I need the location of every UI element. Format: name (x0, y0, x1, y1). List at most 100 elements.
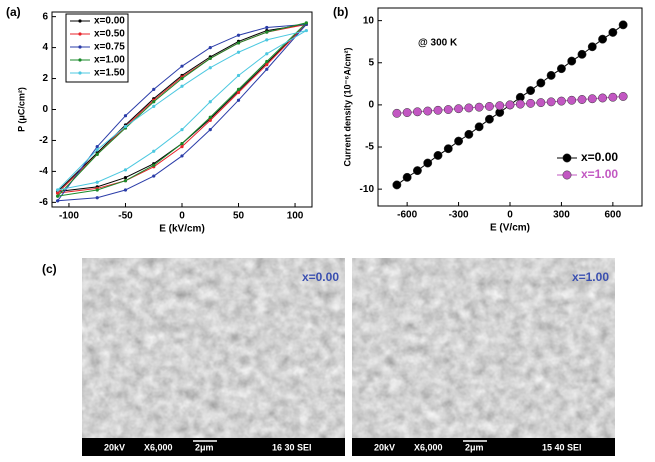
sem-image (82, 258, 345, 456)
data-point (304, 28, 308, 33)
data-point (567, 95, 577, 105)
data-point (208, 56, 212, 61)
data-point (236, 73, 241, 78)
data-point (180, 64, 184, 68)
data-point (587, 94, 597, 104)
data-point (95, 180, 99, 184)
data-point (598, 93, 608, 103)
data-point (423, 158, 433, 168)
legend-marker (78, 45, 82, 49)
data-point (402, 108, 412, 118)
data-point (526, 98, 536, 108)
data-point (443, 105, 453, 114)
x-tick-label: 100 (287, 211, 304, 222)
y-tick-label: 2 (42, 73, 48, 84)
sem-image (352, 258, 615, 456)
data-point (152, 163, 156, 167)
legend-label: x=1.00 (94, 55, 125, 66)
legend-label: x=0.75 (94, 42, 125, 53)
y-tick-label: -10 (360, 184, 375, 195)
x-tick-label: -300 (449, 210, 469, 221)
data-point (608, 27, 618, 37)
x-tick-label: 300 (553, 210, 570, 221)
data-point (265, 52, 269, 56)
data-point (464, 103, 474, 113)
panel-label: (b) (333, 5, 348, 19)
legend-frame (65, 13, 129, 83)
data-point (208, 115, 212, 119)
data-point (608, 92, 618, 102)
sem-info: 16 30 SEI (272, 442, 312, 452)
data-point (412, 107, 422, 117)
data-point (123, 114, 128, 118)
data-point (152, 149, 156, 153)
sem-info: 20kV (104, 442, 125, 452)
data-point (454, 104, 464, 114)
data-point (236, 41, 241, 45)
x-axis-label: E (kV/cm) (159, 224, 205, 235)
legend-label: x=1.50 (94, 68, 125, 79)
data-point (484, 114, 494, 124)
legend-marker (78, 32, 82, 36)
data-point (423, 106, 433, 116)
data-point (505, 100, 515, 110)
sem-info: 2μm (465, 442, 484, 452)
data-point (587, 42, 597, 52)
data-point (56, 194, 60, 198)
y-tick-label: -2 (39, 135, 48, 146)
data-point (123, 188, 128, 192)
sem-sample-tag: x=0.00 (302, 270, 339, 284)
data-point (464, 129, 474, 139)
data-point (484, 101, 494, 111)
data-point (556, 96, 566, 106)
data-point (618, 92, 628, 101)
data-point (123, 179, 128, 183)
y-tick-label: 0 (42, 104, 48, 115)
data-point (567, 56, 577, 66)
data-point (123, 175, 128, 180)
legend-marker (78, 58, 82, 62)
plot-frame (51, 11, 313, 208)
data-point (236, 50, 241, 54)
x-tick-label: -50 (118, 211, 133, 222)
data-point (236, 98, 241, 102)
x-tick-label: -100 (59, 211, 79, 222)
data-point (598, 34, 608, 44)
data-point (236, 87, 241, 91)
annotation: @ 300 K (418, 38, 458, 49)
data-point (56, 191, 60, 195)
y-tick-label: -5 (365, 142, 374, 153)
data-point (236, 90, 241, 95)
data-point (577, 95, 587, 104)
data-point (180, 128, 184, 132)
legend-marker (562, 170, 572, 180)
data-point (95, 188, 99, 192)
x-tick-label: 0 (179, 211, 185, 222)
data-point (265, 59, 269, 64)
data-point (392, 108, 402, 118)
data-point (433, 150, 443, 160)
data-point (152, 174, 156, 178)
data-point (546, 97, 556, 107)
legend-marker (78, 19, 82, 23)
data-point (208, 100, 212, 104)
data-point (495, 101, 505, 111)
sem-info: 2μm (195, 442, 214, 452)
data-point (536, 78, 546, 88)
data-point (236, 33, 241, 37)
data-point (265, 25, 269, 30)
y-tick-label: -6 (39, 197, 48, 208)
data-point (95, 148, 99, 152)
sem-info: X6,000 (414, 442, 443, 452)
data-point (152, 104, 156, 109)
data-point (180, 141, 184, 146)
data-point (265, 63, 269, 67)
data-point (56, 199, 60, 203)
legend-marker (562, 153, 572, 163)
panel-label: (c) (42, 262, 57, 276)
data-point (95, 196, 99, 200)
data-point (474, 122, 484, 132)
y-axis-label: P (μC/cm²) (16, 87, 26, 132)
data-point (265, 38, 269, 42)
